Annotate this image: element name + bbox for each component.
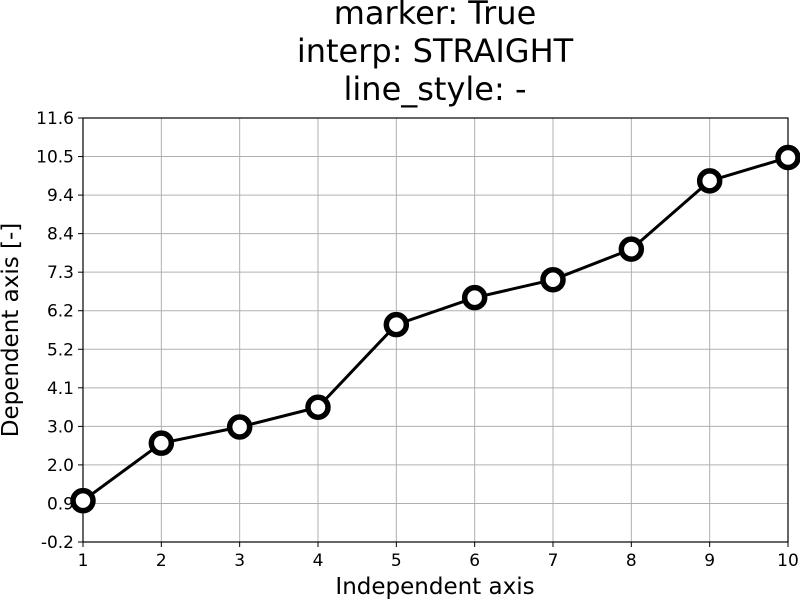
series-line [82,156,789,502]
x-tick-label: 6 [469,551,480,571]
y-axis-label: Dependent axis [-] [0,223,24,437]
x-tick-label: 7 [548,551,559,571]
y-tick-label: 2.0 [47,456,74,476]
x-tick-label: 9 [704,551,715,571]
axis-ticks: 1 2 3 4 5 6 7 8 9 10 -0.2 0.9 2.0 3.0 4.1 5.2 6.2 7.3 8.4 9… [36,109,799,571]
chart-title-line-1: marker: True [334,0,537,32]
data-point-marker [618,236,645,262]
x-tick-label: 2 [156,551,167,571]
data-point-marker [305,394,331,421]
x-tick-label: 4 [313,551,324,571]
y-tick-label: -0.2 [41,533,74,553]
data-point-marker [226,414,253,440]
data-point-marker [696,168,723,194]
grid [82,117,789,543]
x-tick-label: 1 [78,551,89,571]
y-tick-label: 4.1 [47,379,74,399]
data-point-marker [148,430,175,456]
data-point-marker [383,311,410,338]
data-point-marker [70,487,96,514]
plot-area-frame [82,117,789,543]
data-point-marker [775,144,800,171]
x-tick-label: 5 [391,551,402,571]
data-series [70,144,800,514]
y-tick-label: 11.6 [36,109,74,129]
y-tick-label: 3.0 [47,417,74,437]
x-axis-label: Independent axis [335,574,534,600]
y-tick-label: 8.4 [47,225,74,245]
y-tick-label: 9.4 [47,186,74,206]
y-tick-label: 5.2 [47,340,74,360]
y-tick-label: 10.5 [36,148,74,168]
x-tick-label: 10 [777,551,799,571]
data-point-marker [540,266,566,293]
y-tick-label: 7.3 [47,263,74,283]
data-point-marker [461,284,488,311]
y-tick-label: 6.2 [47,302,74,322]
x-tick-label: 8 [626,551,637,571]
chart-title-line-2: interp: STRAIGHT [297,32,574,70]
chart-title-line-3: line_style: - [344,70,527,108]
x-tick-label: 3 [234,551,245,571]
y-tick-label: 0.9 [47,494,74,514]
